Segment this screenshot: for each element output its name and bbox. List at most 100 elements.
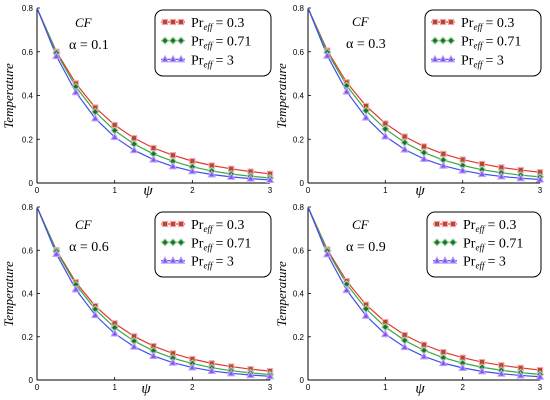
y-tick-label: 0.4 [22,92,34,101]
y-tick-label: 0.2 [293,135,305,144]
y-tick-label: 0.2 [22,333,34,342]
legend-marker [432,256,442,264]
chart-panel-1: 0 0.2 0.4 0.6 0.8 0 1 2 3 Temperature ψ CF α = 0.1 Pr… [1,4,275,199]
data-point-series-3 [535,174,545,183]
y-tick-label: 0.6 [293,246,305,255]
data-point-series-3 [129,145,139,154]
data-point-series-3 [149,154,158,163]
data-point-series-3 [52,249,61,257]
data-point-series-3 [207,169,217,178]
data-point-series-3 [322,249,332,258]
legend-label: Preff = 0.71 [191,35,251,51]
legend: Preff = 0.3 Preff = 0.71 Preff = 3 [426,211,542,278]
x-tick-label: 3 [268,383,273,392]
data-point-series-3 [496,171,506,180]
x-tick-label: 0 [306,186,311,195]
legend-marker [440,238,450,247]
data-point-series-3 [496,369,506,377]
alpha-annotation: α = 0.3 [346,37,386,52]
legend-label: Preff = 0.3 [463,218,516,234]
y-tick-label: 0.6 [22,246,34,255]
legend-marker [160,54,170,63]
legend-label: Preff = 3 [461,53,504,69]
legend-marker [168,36,178,45]
legend-entry-3: Preff = 3 [430,53,504,69]
legend-entry-3: Preff = 3 [160,53,234,69]
data-point-series-3 [226,368,236,377]
x-tick-label: 3 [538,186,543,195]
data-point-series-3 [187,362,197,371]
legend-marker [168,238,178,247]
legend-label: Preff = 3 [191,53,234,69]
legend-entry-2: Preff = 0.71 [160,236,251,252]
data-point-series-3 [342,86,352,95]
legend-label-subscript: eff [203,59,213,69]
data-point-series-3 [458,363,468,371]
legend-label-base: Pr [461,35,474,50]
legend-entry-1: Preff = 0.3 [431,16,514,32]
data-point-series-3 [90,113,100,122]
data-point-series-3 [110,132,120,141]
legend-label-value: = 0.71 [485,35,521,50]
legend-label-base: Pr [191,218,204,233]
legend-label-base: Pr [461,53,474,68]
data-point-series-3 [168,161,178,170]
legend-marker [161,220,169,228]
data-point-series-3 [535,372,545,380]
legend-marker [447,18,455,26]
legend-label-subscript: eff [203,224,213,234]
legend-label-value: = 0.71 [215,35,251,50]
y-axis-label: Temperature [1,63,16,129]
x-tick-label: 1 [112,186,117,195]
data-point-series-3 [361,112,371,121]
legend-label: Preff = 3 [191,255,234,271]
legend-marker [448,238,458,247]
legend-entry-3: Preff = 3 [160,255,234,271]
model-annotation: CF [75,15,93,30]
x-axis-label: ψ [143,183,153,199]
x-axis-label: ψ [415,183,425,199]
data-point-series-3 [419,154,429,162]
x-tick-label: 1 [383,383,388,392]
data-point-series-3 [187,166,197,175]
data-point-series-1 [169,152,177,159]
data-point-series-3 [380,329,390,338]
y-axis-label: Temperature [1,261,16,327]
legend-entry-1: Preff = 0.3 [161,16,244,32]
legend-entry-2: Preff = 0.71 [430,35,521,51]
legend-marker [160,238,170,247]
legend-label-base: Pr [191,53,204,68]
legend-marker [177,220,185,228]
y-tick-label: 0 [300,376,305,385]
legend-marker [446,36,456,45]
model-annotation: CF [75,217,93,232]
legend-label: Preff = 3 [463,255,506,271]
y-tick-label: 0 [300,179,305,188]
x-tick-label: 2 [460,186,465,195]
legend: Preff = 0.3 Preff = 0.71 Preff = 3 [154,9,272,77]
legend-label-value: = 3 [215,53,233,68]
data-point-series-3 [342,285,352,294]
legend-label: Preff = 0.71 [463,236,523,252]
chart-panel-4: 0 0.2 0.4 0.6 0.8 0 1 2 3 Temperature ψ CF α = 0.9 Pr… [274,203,545,397]
legend-marker [438,36,448,45]
legend-label-subscript: eff [475,261,485,271]
legend-label-value: = 0.3 [215,218,244,233]
legend-marker [160,36,170,45]
legend-label-subscript: eff [473,22,483,32]
legend-label-subscript: eff [203,261,213,271]
x-tick-label: 1 [383,186,388,195]
legend-marker [430,36,440,45]
legend-marker [168,256,178,264]
y-tick-label: 0.8 [22,203,34,212]
x-tick-label: 0 [35,383,40,392]
data-point-series-3 [110,328,120,337]
legend-marker [449,220,457,228]
y-axis-label: Temperature [274,261,289,327]
legend-label-subscript: eff [203,242,213,252]
legend-entry-1: Preff = 0.3 [161,218,244,234]
y-tick-label: 0 [29,179,34,188]
data-point-series-3 [419,351,429,360]
chart-panel-2: 0 0.2 0.4 0.6 0.8 0 1 2 3 Temperature ψ CF α = 0.3 Pr… [274,4,545,199]
